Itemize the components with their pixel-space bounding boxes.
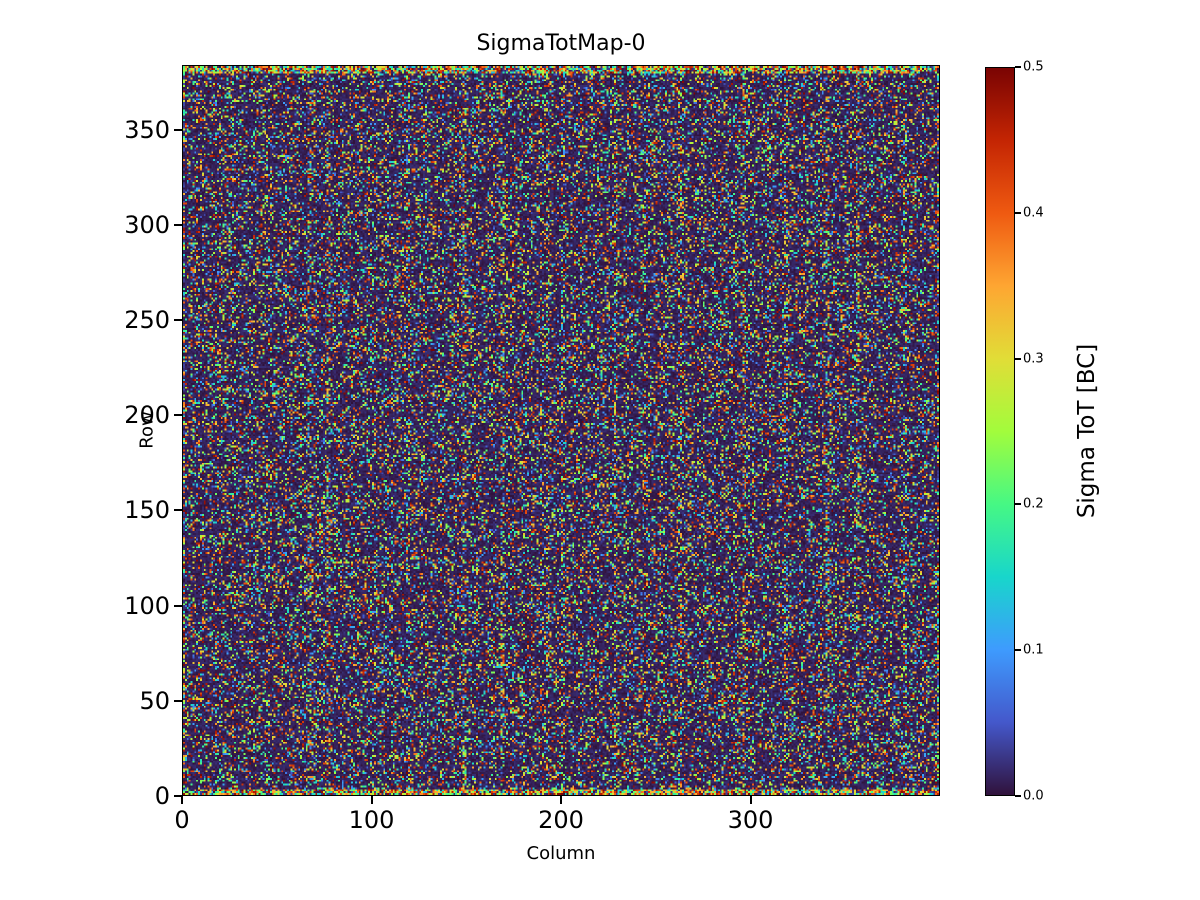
y-tick-label: 100 bbox=[124, 591, 170, 620]
colorbar-tick-mark bbox=[1015, 211, 1021, 214]
colorbar-gradient bbox=[986, 68, 1014, 795]
x-tick-mark bbox=[749, 796, 752, 804]
y-tick-mark bbox=[174, 509, 182, 512]
x-tick-label: 100 bbox=[348, 806, 395, 834]
colorbar-tick-mark bbox=[1015, 649, 1021, 652]
x-axis-label: Column bbox=[526, 843, 596, 864]
y-tick-mark bbox=[174, 319, 182, 322]
y-tick-mark bbox=[174, 795, 182, 797]
x-tick-mark bbox=[370, 796, 373, 804]
y-tick-label: 150 bbox=[124, 496, 170, 525]
colorbar-tick-label: 0.1 bbox=[1023, 642, 1044, 658]
y-tick-label: 0 bbox=[154, 782, 170, 810]
heatmap-plot-area bbox=[182, 65, 940, 796]
y-tick-label: 200 bbox=[124, 401, 170, 430]
colorbar-tick-label: 0.5 bbox=[1023, 59, 1044, 75]
y-tick-label: 50 bbox=[139, 686, 170, 715]
colorbar-tick-mark bbox=[1015, 66, 1021, 68]
x-tick-label: 200 bbox=[538, 806, 584, 834]
colorbar bbox=[985, 67, 1015, 796]
y-tick-mark bbox=[174, 699, 182, 702]
x-tick-mark bbox=[181, 796, 183, 804]
colorbar-tick-label: 0.0 bbox=[1023, 788, 1044, 804]
y-tick-mark bbox=[174, 414, 182, 417]
heatmap-canvas bbox=[183, 66, 939, 795]
y-tick-label: 250 bbox=[124, 306, 170, 335]
y-tick-mark bbox=[174, 604, 182, 607]
y-tick-label: 350 bbox=[124, 115, 170, 144]
colorbar-tick-label: 0.4 bbox=[1023, 205, 1044, 221]
colorbar-tick-mark bbox=[1015, 357, 1021, 360]
y-tick-label: 300 bbox=[124, 210, 170, 239]
colorbar-tick-mark bbox=[1015, 795, 1021, 797]
colorbar-label: Sigma ToT [BC] bbox=[1074, 343, 1100, 519]
x-tick-label: 0 bbox=[174, 806, 190, 834]
colorbar-tick-mark bbox=[1015, 503, 1021, 506]
colorbar-tick-label: 0.3 bbox=[1023, 351, 1044, 367]
chart-title: SigmaTotMap-0 bbox=[476, 31, 646, 56]
x-tick-label: 300 bbox=[727, 806, 774, 834]
y-tick-mark bbox=[174, 223, 182, 226]
y-tick-mark bbox=[174, 128, 182, 131]
colorbar-tick-label: 0.2 bbox=[1023, 496, 1044, 512]
x-tick-mark bbox=[560, 796, 562, 804]
